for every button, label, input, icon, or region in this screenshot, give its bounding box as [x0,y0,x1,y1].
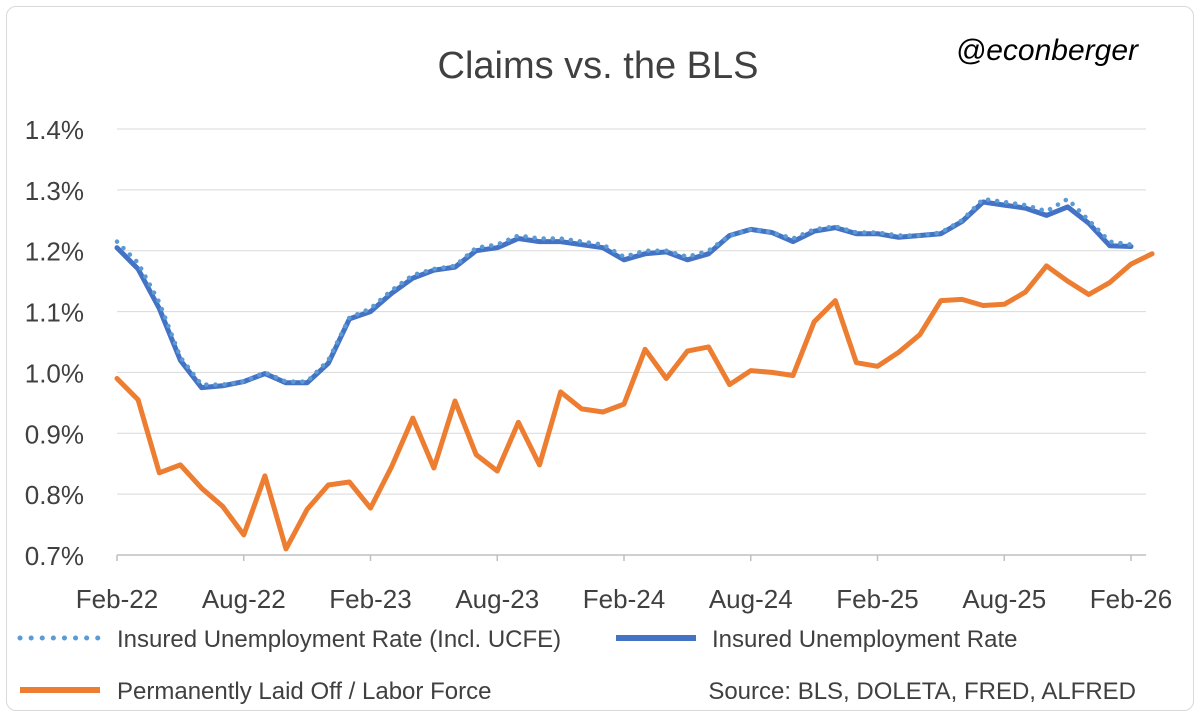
legend: Insured Unemployment Rate (Incl. UCFE) I… [17,626,1017,705]
series-line-laidoff [114,251,1155,552]
y-tick-label: 0.8% [25,480,84,510]
x-tick-label: Feb-22 [76,584,158,614]
series-lines [114,196,1155,552]
y-axis: 0.7% 0.8% 0.9% 1.0% 1.1% 1.2% 1.3% 1.4% [25,115,84,571]
chart-title: Claims vs. the BLS [438,45,759,87]
x-tick-label: Aug-23 [455,584,539,614]
source-note: Source: BLS, DOLETA, FRED, ALFRED [708,678,1136,705]
x-tick-label: Feb-25 [836,584,918,614]
y-tick-label: 0.7% [25,541,84,571]
legend-label-iur: Insured Unemployment Rate [712,626,1017,653]
series-line-ucfe [114,196,1134,387]
x-tick-label: Feb-24 [583,584,665,614]
legend-label-laidoff: Permanently Laid Off / Labor Force [117,678,491,705]
legend-label-ucfe: Insured Unemployment Rate (Incl. UCFE) [117,626,561,653]
x-tick-label: Feb-23 [329,584,411,614]
y-tick-label: 1.2% [25,237,84,267]
x-tick-label: Aug-24 [709,584,793,614]
y-tick-label: 1.1% [25,298,84,328]
x-tick-label: Aug-25 [962,584,1046,614]
y-tick-label: 1.4% [25,115,84,145]
gridlines [117,128,1146,556]
y-tick-label: 1.0% [25,358,84,388]
chart-frame [6,6,1194,711]
x-tick-label: Feb-26 [1090,584,1172,614]
x-axis: Feb-22 Aug-22 Feb-23 Aug-23 Feb-24 Aug-24 Feb-… [76,555,1172,614]
y-tick-label: 1.3% [25,176,84,206]
x-tick-label: Aug-22 [202,584,286,614]
series-line-iur [114,199,1134,391]
y-tick-label: 0.9% [25,419,84,449]
watermark: @econberger [956,34,1139,67]
